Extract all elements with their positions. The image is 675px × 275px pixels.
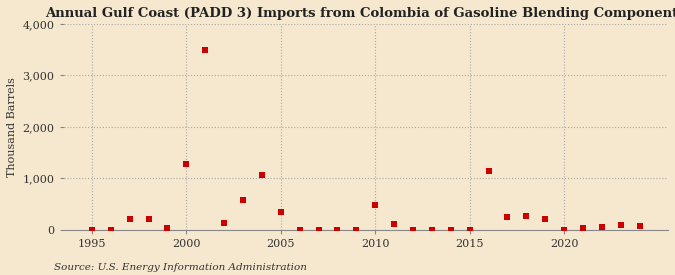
Title: Annual Gulf Coast (PADD 3) Imports from Colombia of Gasoline Blending Components: Annual Gulf Coast (PADD 3) Imports from … bbox=[45, 7, 675, 20]
Text: Source: U.S. Energy Information Administration: Source: U.S. Energy Information Administ… bbox=[54, 263, 307, 272]
Point bbox=[616, 222, 626, 227]
Point bbox=[408, 228, 418, 232]
Point bbox=[540, 217, 551, 222]
Point bbox=[389, 222, 400, 226]
Y-axis label: Thousand Barrels: Thousand Barrels bbox=[7, 77, 17, 177]
Point bbox=[464, 228, 475, 232]
Point bbox=[256, 173, 267, 177]
Point bbox=[446, 228, 456, 232]
Point bbox=[105, 227, 116, 232]
Point bbox=[502, 215, 513, 219]
Point bbox=[143, 217, 154, 221]
Point bbox=[483, 168, 494, 173]
Point bbox=[559, 228, 570, 232]
Point bbox=[275, 210, 286, 214]
Point bbox=[427, 228, 437, 232]
Point bbox=[597, 225, 608, 229]
Point bbox=[634, 224, 645, 228]
Point bbox=[313, 228, 324, 232]
Point bbox=[219, 220, 230, 225]
Point bbox=[332, 228, 343, 232]
Point bbox=[294, 228, 305, 232]
Point bbox=[521, 214, 532, 218]
Point bbox=[351, 228, 362, 232]
Point bbox=[370, 203, 381, 207]
Point bbox=[162, 226, 173, 230]
Point bbox=[200, 48, 211, 52]
Point bbox=[578, 226, 589, 231]
Point bbox=[124, 217, 135, 222]
Point bbox=[238, 198, 248, 203]
Point bbox=[181, 162, 192, 166]
Point bbox=[86, 227, 97, 232]
